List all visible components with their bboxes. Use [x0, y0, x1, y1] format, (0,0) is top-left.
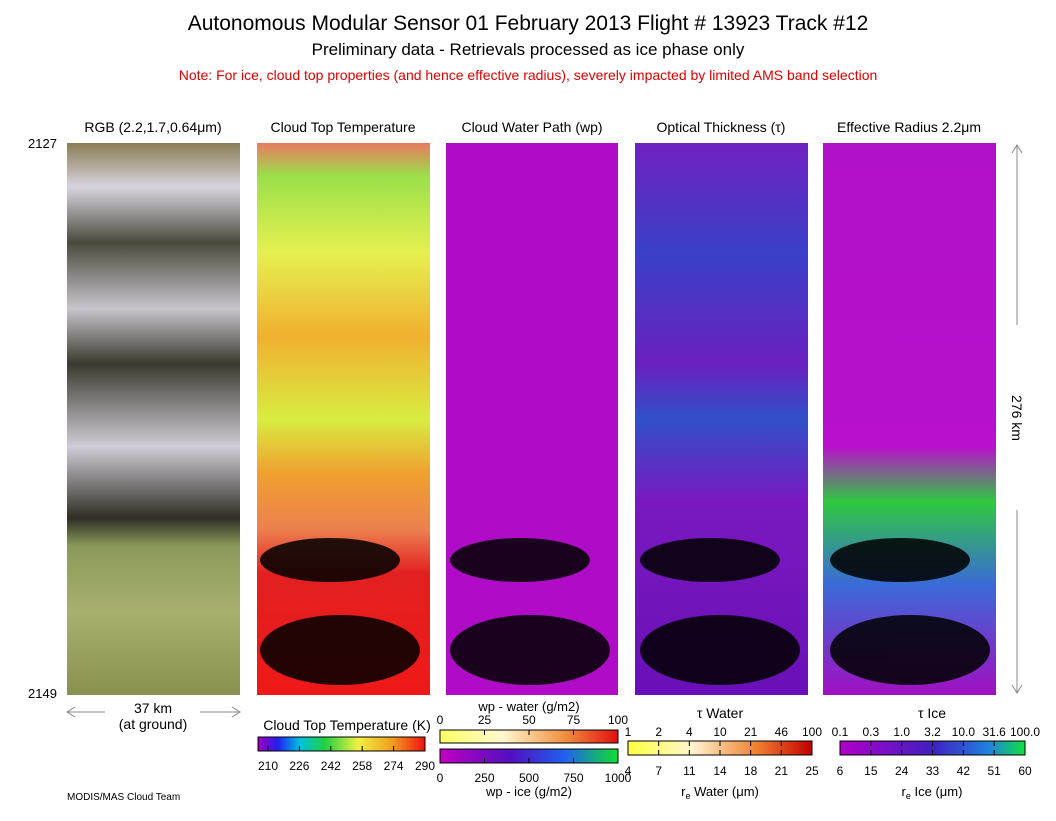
colorbar-label: τ Water	[697, 705, 744, 721]
label-part: Ice (μm)	[911, 784, 963, 799]
er-image	[823, 143, 996, 695]
colorbar-tick-label: 14	[713, 764, 727, 778]
rgb-image	[67, 143, 240, 695]
colorbar-tick-label: 31.6	[982, 725, 1006, 739]
colorbar-tick-label: 25	[478, 713, 492, 727]
colorbar-tick-label: 500	[519, 771, 539, 785]
label-part: Water (μm)	[690, 784, 758, 799]
panel-title: Cloud Water Path (wp)	[461, 119, 602, 135]
colorbar-tick-label: 100	[608, 713, 628, 727]
colorbar-tick-label: 33	[926, 764, 940, 778]
scale-width: 37 km	[134, 700, 172, 716]
colorbar-tick-label: 10.0	[952, 725, 976, 739]
colorbar-tick-label: 1.0	[893, 725, 910, 739]
colorbar-label: re Ice (μm)	[902, 784, 963, 801]
colorbar-label: wp - ice (g/m2)	[485, 784, 572, 799]
panel-title: RGB (2.2,1.7,0.64μm)	[84, 119, 221, 135]
note: Note: For ice, cloud top properties (and…	[179, 67, 878, 83]
label-sub: e	[906, 791, 911, 801]
colorbar-tick-label: 60	[1018, 764, 1032, 778]
label-part: r	[681, 784, 686, 799]
colorbar-tick-label: 2	[655, 725, 662, 739]
colorbar-tick-label: 46	[775, 725, 789, 739]
colorbar-tick-label: 4	[686, 725, 693, 739]
panel-title: Effective Radius 2.2μm	[837, 119, 981, 135]
colorbar-tick-label: 100	[802, 725, 822, 739]
label-part: r	[902, 784, 907, 799]
colorbar-tick-label: 15	[864, 764, 878, 778]
colorbar-tick-label: 0.1	[832, 725, 849, 739]
colorbar-tick-label: 7	[655, 764, 662, 778]
scale-length: 276 km	[1009, 395, 1025, 441]
colorbar-tick-label: 226	[289, 759, 309, 773]
colorbar-label: wp - water (g/m2)	[477, 699, 579, 714]
colorbar-tick-label: 25	[805, 764, 819, 778]
colorbar-tick-label: 11	[683, 764, 696, 778]
colorbar-label: τ Ice	[918, 705, 946, 721]
colorbar-tick-label: 3.2	[924, 725, 941, 739]
colorbar-tick-label: 6	[837, 764, 844, 778]
colorbar-label: re Water (μm)	[681, 784, 759, 801]
colorbar-tick-label: 290	[415, 759, 435, 773]
colorbar-tick-label: 10	[713, 725, 727, 739]
panel-title: Cloud Top Temperature	[270, 119, 415, 135]
footer: MODIS/MAS Cloud Team	[67, 792, 180, 803]
colorbar-tick-label: 258	[352, 759, 372, 773]
colorbar-tick-label: 75	[567, 713, 581, 727]
colorbar-tick-label: 274	[384, 759, 404, 773]
subtitle: Preliminary data - Retrievals processed …	[312, 40, 745, 59]
colorbar-tick-label: 50	[522, 713, 536, 727]
ot-image	[635, 143, 808, 695]
colorbar-tick-label: 18	[744, 764, 758, 778]
colorbar-tick-label: 24	[895, 764, 909, 778]
colorbar-tick-label: 100.0	[1010, 725, 1040, 739]
label-sub: e	[685, 791, 690, 801]
colorbar	[257, 736, 426, 752]
colorbar-tick-label: 21	[744, 725, 758, 739]
scale-note: (at ground)	[119, 716, 187, 732]
colorbar-tick-label: 51	[987, 764, 1001, 778]
colorbar-tick-label: 42	[957, 764, 971, 778]
colorbar-tick-label: 750	[563, 771, 583, 785]
colorbar-tick-label: 21	[775, 764, 789, 778]
panels: RGB (2.2,1.7,0.64μm) Cloud Top Temperatu…	[67, 119, 996, 695]
scanline-end: 2149	[28, 686, 57, 701]
panel-title: Optical Thickness (τ)	[657, 119, 786, 135]
colorbar-tick-label: 0	[437, 771, 444, 785]
colorbar-tick-label: 4	[625, 764, 632, 778]
colorbars: Cloud Top Temperature (K) wp - water (g/…	[257, 699, 1026, 801]
colorbar-tick-label: 242	[321, 759, 341, 773]
ctt-image	[257, 143, 430, 695]
cwp-image	[446, 143, 618, 695]
no-retrieval	[260, 538, 990, 685]
colorbar-tick-label: 0	[437, 713, 444, 727]
colorbar-label: Cloud Top Temperature (K)	[263, 717, 431, 733]
scanline-start: 2127	[28, 136, 57, 151]
colorbar-tick-label: 210	[258, 759, 278, 773]
title: Autonomous Modular Sensor 01 February 20…	[188, 12, 869, 35]
colorbar-tick-label: 1000	[605, 771, 632, 785]
colorbar-tick-label: 0.3	[862, 725, 879, 739]
colorbar-tick-label: 1	[625, 725, 632, 739]
colorbar-tick-label: 250	[474, 771, 494, 785]
